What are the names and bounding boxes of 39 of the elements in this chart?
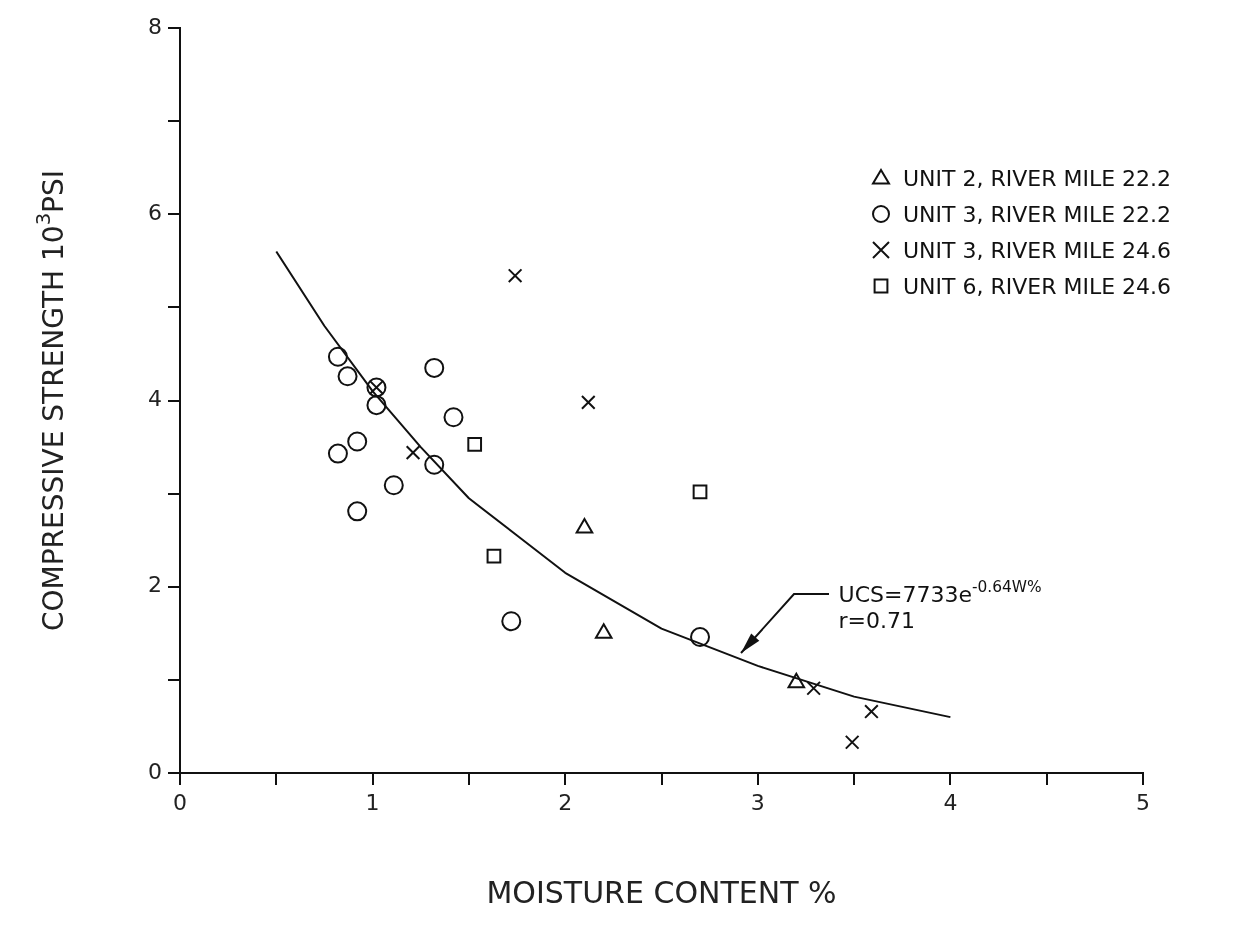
x-tick-label: 4 xyxy=(943,789,958,815)
point xyxy=(692,484,708,500)
x-axis-title: MOISTURE CONTENT % xyxy=(486,875,837,910)
point xyxy=(486,548,502,564)
y-tick-label: 6 xyxy=(148,199,162,225)
point xyxy=(347,501,368,522)
point xyxy=(347,431,368,452)
point xyxy=(580,395,596,410)
legend-label: UNIT 3, RIVER MILE 22.2 xyxy=(903,202,1172,227)
annotation: r=0.71 xyxy=(838,607,916,633)
y-tick-label: 0 xyxy=(148,758,162,784)
x-tick-label: 0 xyxy=(173,789,187,815)
y-tick-label: 2 xyxy=(148,572,162,598)
point xyxy=(507,268,523,284)
point xyxy=(424,454,445,475)
point xyxy=(443,407,464,428)
x-tick-label: 5 xyxy=(1136,789,1150,815)
point xyxy=(467,436,483,452)
point xyxy=(844,734,860,750)
x-tick-label: 3 xyxy=(750,789,765,815)
point xyxy=(690,627,711,648)
y-tick-label: 8 xyxy=(148,13,162,39)
x-tick-label: 1 xyxy=(365,789,380,815)
point xyxy=(327,346,348,367)
legend-label: UNIT 3, RIVER MILE 24.6 xyxy=(903,238,1172,263)
legend-label: UNIT 2, RIVER MILE 22.2 xyxy=(903,166,1172,191)
point xyxy=(383,475,404,496)
point xyxy=(864,704,879,719)
point xyxy=(806,680,822,696)
point xyxy=(366,395,387,416)
legend-label: UNIT 6, RIVER MILE 24.6 xyxy=(903,274,1172,299)
point xyxy=(424,357,445,378)
y-tick-label: 4 xyxy=(148,386,162,412)
point xyxy=(405,445,421,461)
y-axis-title: COMPRESSIVE STRENGTH 103PSI xyxy=(32,169,70,632)
point xyxy=(327,443,348,464)
x-tick-label: 2 xyxy=(558,789,573,815)
point xyxy=(501,611,522,632)
point xyxy=(337,366,358,387)
